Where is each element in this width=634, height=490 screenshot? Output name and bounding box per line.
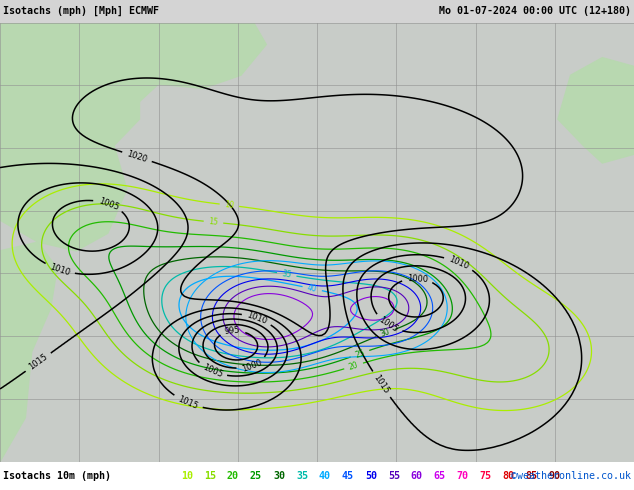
Polygon shape <box>0 23 266 132</box>
Text: 1015: 1015 <box>27 352 49 372</box>
Text: ©weatheronline.co.uk: ©weatheronline.co.uk <box>511 471 631 481</box>
Text: 0°: 0° <box>630 467 634 476</box>
Polygon shape <box>0 242 57 462</box>
Text: 1015: 1015 <box>372 373 391 395</box>
Text: Mo 01-07-2024 00:00 UTC (12+180): Mo 01-07-2024 00:00 UTC (12+180) <box>439 6 631 16</box>
Text: 35: 35 <box>296 471 308 481</box>
Text: 20: 20 <box>347 360 359 372</box>
Text: 70°W: 70°W <box>0 467 10 476</box>
Text: 1020: 1020 <box>126 149 148 164</box>
Text: 1005: 1005 <box>377 315 399 334</box>
Text: 1010: 1010 <box>448 254 470 271</box>
Text: 80: 80 <box>503 471 515 481</box>
Text: 10: 10 <box>181 471 193 481</box>
Text: 85: 85 <box>526 471 538 481</box>
Text: 40: 40 <box>319 471 331 481</box>
Text: 55: 55 <box>388 471 400 481</box>
Text: 75: 75 <box>480 471 492 481</box>
Text: 65: 65 <box>434 471 446 481</box>
Text: 30: 30 <box>379 327 392 339</box>
Text: 15: 15 <box>208 217 219 227</box>
Text: 90: 90 <box>549 471 560 481</box>
Text: 25: 25 <box>354 348 366 360</box>
Text: 10°W: 10°W <box>534 467 553 476</box>
Text: Isotachs (mph) [Mph] ECMWF: Isotachs (mph) [Mph] ECMWF <box>3 6 159 16</box>
Text: 1000: 1000 <box>240 358 263 373</box>
Text: 60°W: 60°W <box>81 467 100 476</box>
Text: 30°W: 30°W <box>353 467 372 476</box>
Text: 20: 20 <box>227 471 239 481</box>
Text: 1005: 1005 <box>97 196 120 212</box>
Text: 1005: 1005 <box>201 363 224 380</box>
Text: 40: 40 <box>306 283 318 294</box>
Text: 995: 995 <box>224 326 241 336</box>
Text: 40°W: 40°W <box>262 467 281 476</box>
Text: 10: 10 <box>224 200 235 210</box>
Text: 60: 60 <box>411 471 423 481</box>
Text: 50: 50 <box>365 471 377 481</box>
Polygon shape <box>558 58 634 163</box>
Text: 1010: 1010 <box>48 262 71 277</box>
Text: Isotachs 10m (mph): Isotachs 10m (mph) <box>3 471 111 481</box>
Polygon shape <box>0 23 139 251</box>
Text: 1010: 1010 <box>245 310 268 326</box>
Text: 30: 30 <box>273 471 285 481</box>
Text: 25: 25 <box>250 471 262 481</box>
Text: 1015: 1015 <box>176 394 200 411</box>
Text: 15: 15 <box>204 471 216 481</box>
Text: 20°W: 20°W <box>443 467 462 476</box>
Text: 1000: 1000 <box>406 274 428 284</box>
Text: 45: 45 <box>342 471 354 481</box>
Text: 50°W: 50°W <box>172 467 191 476</box>
Text: 70: 70 <box>457 471 469 481</box>
Text: 35: 35 <box>281 269 292 280</box>
